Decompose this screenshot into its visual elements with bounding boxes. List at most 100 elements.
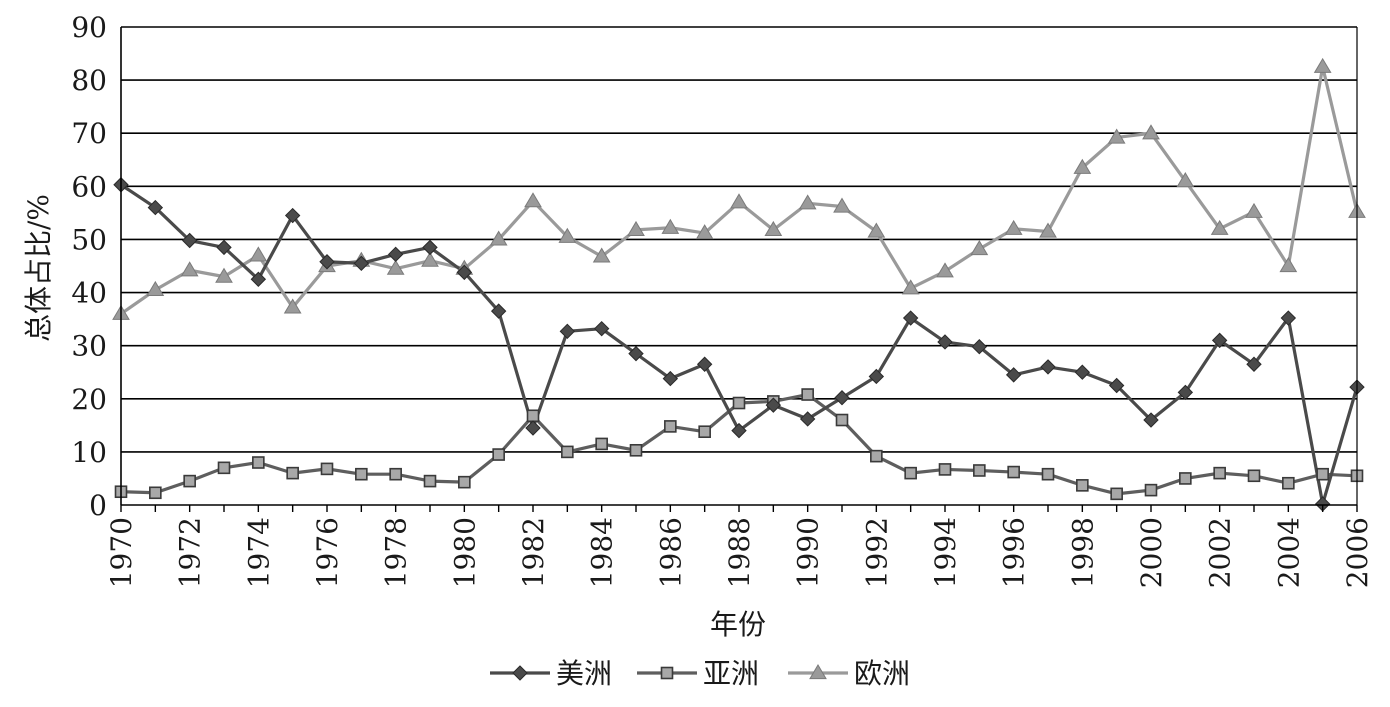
data-point-square [389,467,402,481]
data-point-triangle [867,222,886,238]
data-point-square [252,456,265,469]
data-point-square [1144,483,1158,497]
data-point-triangle [421,251,439,267]
y-tick-labels: 0 10 20 30 40 50 60 70 80 90 [71,11,107,522]
data-point-diamond [902,310,919,326]
data-point-triangle [1313,57,1332,73]
data-point-square [1076,479,1089,492]
data-point-diamond [1246,356,1262,372]
grid-lines [121,26,1357,453]
x-tick-label: 1986 [654,517,687,588]
data-point-square [595,437,608,451]
data-point-triangle [1279,257,1298,273]
data-point-triangle [558,227,577,243]
x-tick-label: 1998 [1066,517,1099,588]
data-point-square [1007,465,1020,479]
data-point-diamond [868,368,885,385]
data-point-triangle [1073,158,1092,174]
data-point-triangle [1210,219,1229,235]
x-tick-label: 2002 [1204,517,1237,588]
data-point-diamond [1005,367,1022,383]
data-point-diamond [319,254,335,270]
y-tick-label: 70 [71,117,107,150]
data-point-square [1213,466,1226,480]
data-point-triangle [1245,202,1263,218]
data-point-diamond [1108,377,1125,394]
data-point-triangle [249,246,268,262]
data-point-diamond [456,264,473,281]
data-point-square [664,420,677,433]
data-point-diamond [1280,310,1297,326]
data-point-diamond [559,323,576,340]
data-point-triangle [936,262,954,278]
x-tick-label: 1976 [311,517,344,588]
data-point-square [217,461,231,475]
data-point-triangle [1107,128,1126,144]
data-point-triangle [798,194,817,210]
data-point-diamond [1211,332,1228,349]
legend-marker-triangle [809,664,827,680]
data-point-diamond [1040,359,1056,375]
x-tick-label: 2006 [1341,517,1374,588]
data-point-diamond [1074,364,1091,380]
y-tick-label: 50 [71,223,107,256]
x-tick-label: 1988 [723,517,756,588]
x-tick-label: 1974 [242,517,275,588]
data-point-triangle [627,220,645,236]
data-point-square [286,466,299,480]
data-point-triangle [833,197,851,213]
data-point-diamond [662,370,679,387]
data-point-square [355,467,368,481]
x-tick-label: 2004 [1272,517,1305,588]
y-tick-label: 20 [71,383,107,416]
data-point-square [1316,467,1329,481]
data-point-square [458,475,471,489]
data-point-square [1179,472,1192,485]
data-point-triangle [283,298,302,314]
data-point-triangle [524,192,542,208]
data-point-diamond [181,232,198,249]
x-tick-label: 1970 [105,517,138,588]
legend-label: 美洲 [556,657,612,690]
data-point-diamond [765,397,782,413]
data-point-square [1041,467,1055,481]
data-point-square [149,486,162,500]
legend-label: 欧洲 [854,657,910,690]
y-tick-label: 30 [71,330,107,363]
data-point-square [698,425,711,439]
data-point-square [904,466,917,480]
data-point-diamond [628,345,644,362]
legend-label: 亚洲 [703,657,759,690]
data-point-triangle [180,261,199,277]
legend-marker-square [660,666,674,680]
x-axis-label: 年份 [710,608,766,641]
data-point-square [1282,476,1295,490]
x-tick-label: 1972 [174,517,207,588]
data-point-diamond [1177,384,1194,401]
data-point-diamond [216,239,232,256]
data-point-diamond [422,239,438,256]
series-line-triangle [120,65,1359,316]
data-point-square [629,443,643,457]
y-axis-label: 总体占比/% [22,194,55,342]
data-point-diamond [284,207,301,224]
legend-marker-diamond [512,665,528,681]
data-point-square [526,409,540,423]
data-point-square [801,388,814,401]
data-point-triangle [1004,219,1023,235]
data-point-square [1110,487,1123,501]
data-point-square [423,474,437,488]
y-tick-label: 0 [89,489,107,522]
x-tick-label: 1996 [998,517,1031,588]
data-point-triangle [730,193,748,209]
data-point-diamond [593,320,610,337]
x-tick-label: 1984 [586,517,619,588]
data-point-triangle [489,230,508,246]
data-point-diamond [937,334,953,350]
data-point-triangle [1142,124,1160,140]
data-point-diamond [525,420,541,436]
data-point-diamond [490,303,507,319]
data-point-diamond [834,390,850,406]
data-point-triangle [146,280,165,296]
